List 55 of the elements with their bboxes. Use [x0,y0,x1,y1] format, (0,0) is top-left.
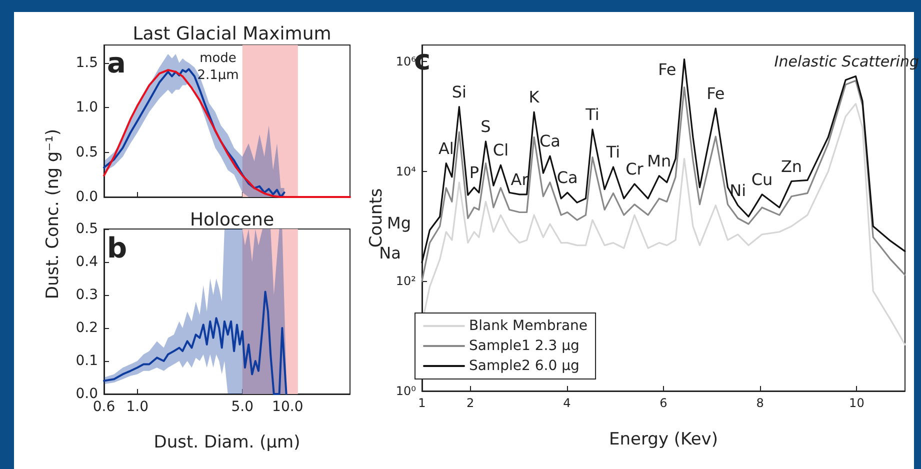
annotation: Cr [626,159,644,178]
annotation: Si [452,82,466,102]
annotation: a [107,46,126,80]
annotation: S [480,116,491,136]
x-tick-label: 6 [660,396,668,410]
x-tick-label: 8 [756,396,764,410]
annotation: b [107,232,128,264]
y-tick-label: 0.0 [76,386,98,402]
legend-label: Sample2 6.0 µg [469,358,580,374]
y-tick-label: 0.3 [76,287,98,303]
annotation: K [528,88,540,107]
annotation: P [469,162,480,182]
x-tick-label: 5.0 [231,399,254,415]
x-tick-label: 0.6 [92,399,116,415]
x-tick-label: 2 [466,396,474,410]
annotation: Ti [584,104,600,124]
legend-label: Sample1 2.3 µg [469,338,580,354]
y-tick-label: 0.5 [76,144,98,160]
y-tick-label: 10² [396,274,416,288]
x-axis-title: Energy (Kev) [608,430,718,450]
line-series [421,80,906,282]
x-tick-label: 4 [563,396,571,410]
annotation: Fe [658,60,676,79]
y-tick-label: 10⁶ [396,54,416,69]
annotation: Al [438,138,454,158]
y-tick-label: 10⁴ [396,164,416,178]
x-tick-label: 10.0 [272,399,304,415]
y-axis-title: Dust. Conc. (ng g⁻¹) [43,128,63,300]
x-tick-label: 10 [849,396,864,410]
text: Mg [387,214,411,232]
annotation: Ni [730,180,746,200]
y-axis-title: Counts [366,188,386,248]
x-tick-label: 1.0 [126,399,148,415]
y-tick-label: 1.0 [76,100,98,116]
annotation: Ti [605,142,620,162]
x-axis-title: Dust. Diam. (µm) [154,432,300,452]
y-tick-label: 0.2 [76,320,98,336]
annotation: mode 2.1µm [197,51,239,83]
chart-title: Last Glacial Maximum [132,24,332,44]
y-tick-label: 0.0 [76,189,98,205]
y-tick-label: 0.4 [76,254,98,270]
annotation: Fe [706,84,725,103]
y-tick-label: 10⁰ [396,384,416,398]
annotation: Ca [556,168,578,188]
annotation: Cl [492,140,509,160]
legend-label: Blank Membrane [469,318,588,334]
annotation: Zn [780,156,802,176]
y-tick-label: 1.5 [76,54,98,71]
annotation: Cu [751,170,773,189]
y-tick-label: 0.1 [76,353,98,369]
chart-title: Holocene [190,210,274,230]
annotation: Ca [539,132,560,151]
y-tick-label: 0.5 [76,221,98,237]
x-tick-label: 1 [418,396,426,410]
annotation: Mn [647,151,672,170]
